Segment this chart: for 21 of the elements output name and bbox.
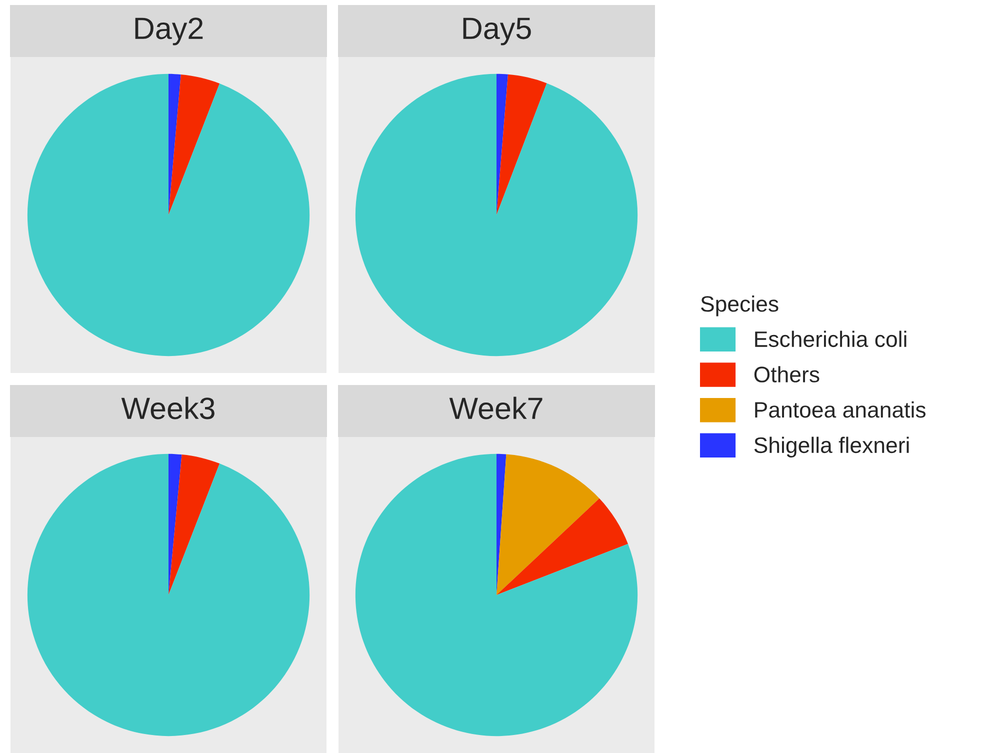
legend-label: Escherichia coli [755, 330, 906, 348]
pie-slice [27, 74, 310, 356]
legend-label: Shigella flexneri [754, 436, 909, 458]
pie-slice [168, 454, 220, 595]
chart-title: Week3 [121, 396, 214, 420]
pie-slice [27, 454, 310, 736]
pie-slice [496, 74, 547, 215]
pie-slice [355, 74, 638, 356]
pie-slice [496, 454, 600, 595]
legend-label: Others [754, 366, 820, 382]
pie-slice [168, 74, 181, 215]
chart-title: Day2 [135, 18, 203, 46]
chart-title: Week7 [449, 396, 542, 420]
pie-slice [355, 454, 638, 736]
pie-slice [168, 454, 182, 595]
legend-label: Pantoea ananatis [755, 401, 926, 418]
chart-title: Day5 [463, 18, 531, 46]
pie-slice [496, 74, 508, 215]
legend-title: Species [701, 295, 778, 316]
pie-slice [168, 74, 220, 215]
pie-slice [496, 498, 628, 595]
